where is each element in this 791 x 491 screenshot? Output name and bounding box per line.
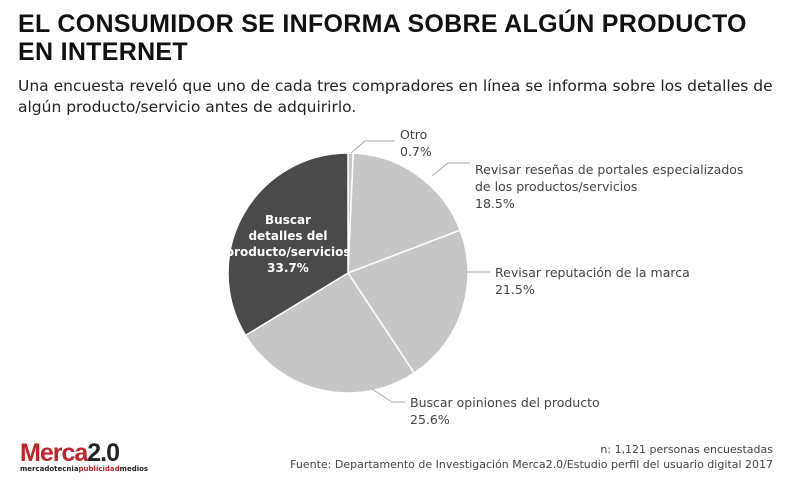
leader-line-3 (371, 388, 405, 403)
label-detalles: Buscar detalles del producto/servicios 33.7… (225, 213, 351, 275)
sample-size: n: 1,121 personas encuestadas (600, 443, 773, 456)
label-opiniones: Buscar opiniones del producto 25.6% (410, 395, 600, 427)
label-resenas: Revisar reseñas de portales especializad… (475, 162, 744, 211)
pie-slice-2 (346, 229, 469, 375)
label-reputacion: Revisar reputación de la marca 21.5% (495, 265, 690, 297)
label-otro: Otro 0.7% (400, 127, 432, 159)
pie-slice-3 (244, 271, 416, 394)
leader-line-1 (431, 162, 470, 177)
chart-title: EL CONSUMIDOR SE INFORMA SOBRE ALGÚN PRO… (18, 10, 747, 66)
merca20-logo: Merca2.0 mercadotecniapublicidadmedios (20, 439, 149, 474)
leader-line-0 (350, 140, 395, 154)
pie-slice-4 (227, 152, 349, 337)
title-line-1: EL CONSUMIDOR SE INFORMA SOBRE ALGÚN PRO… (18, 10, 747, 38)
pie-slice-1 (347, 152, 462, 275)
title-line-2: EN INTERNET (18, 38, 188, 66)
chart-subtitle: Una encuesta reveló que uno de cada tres… (18, 77, 773, 116)
source: Fuente: Departamento de Investigación Me… (290, 458, 773, 471)
footer: n: 1,121 personas encuestadas Fuente: Dep… (290, 442, 773, 472)
